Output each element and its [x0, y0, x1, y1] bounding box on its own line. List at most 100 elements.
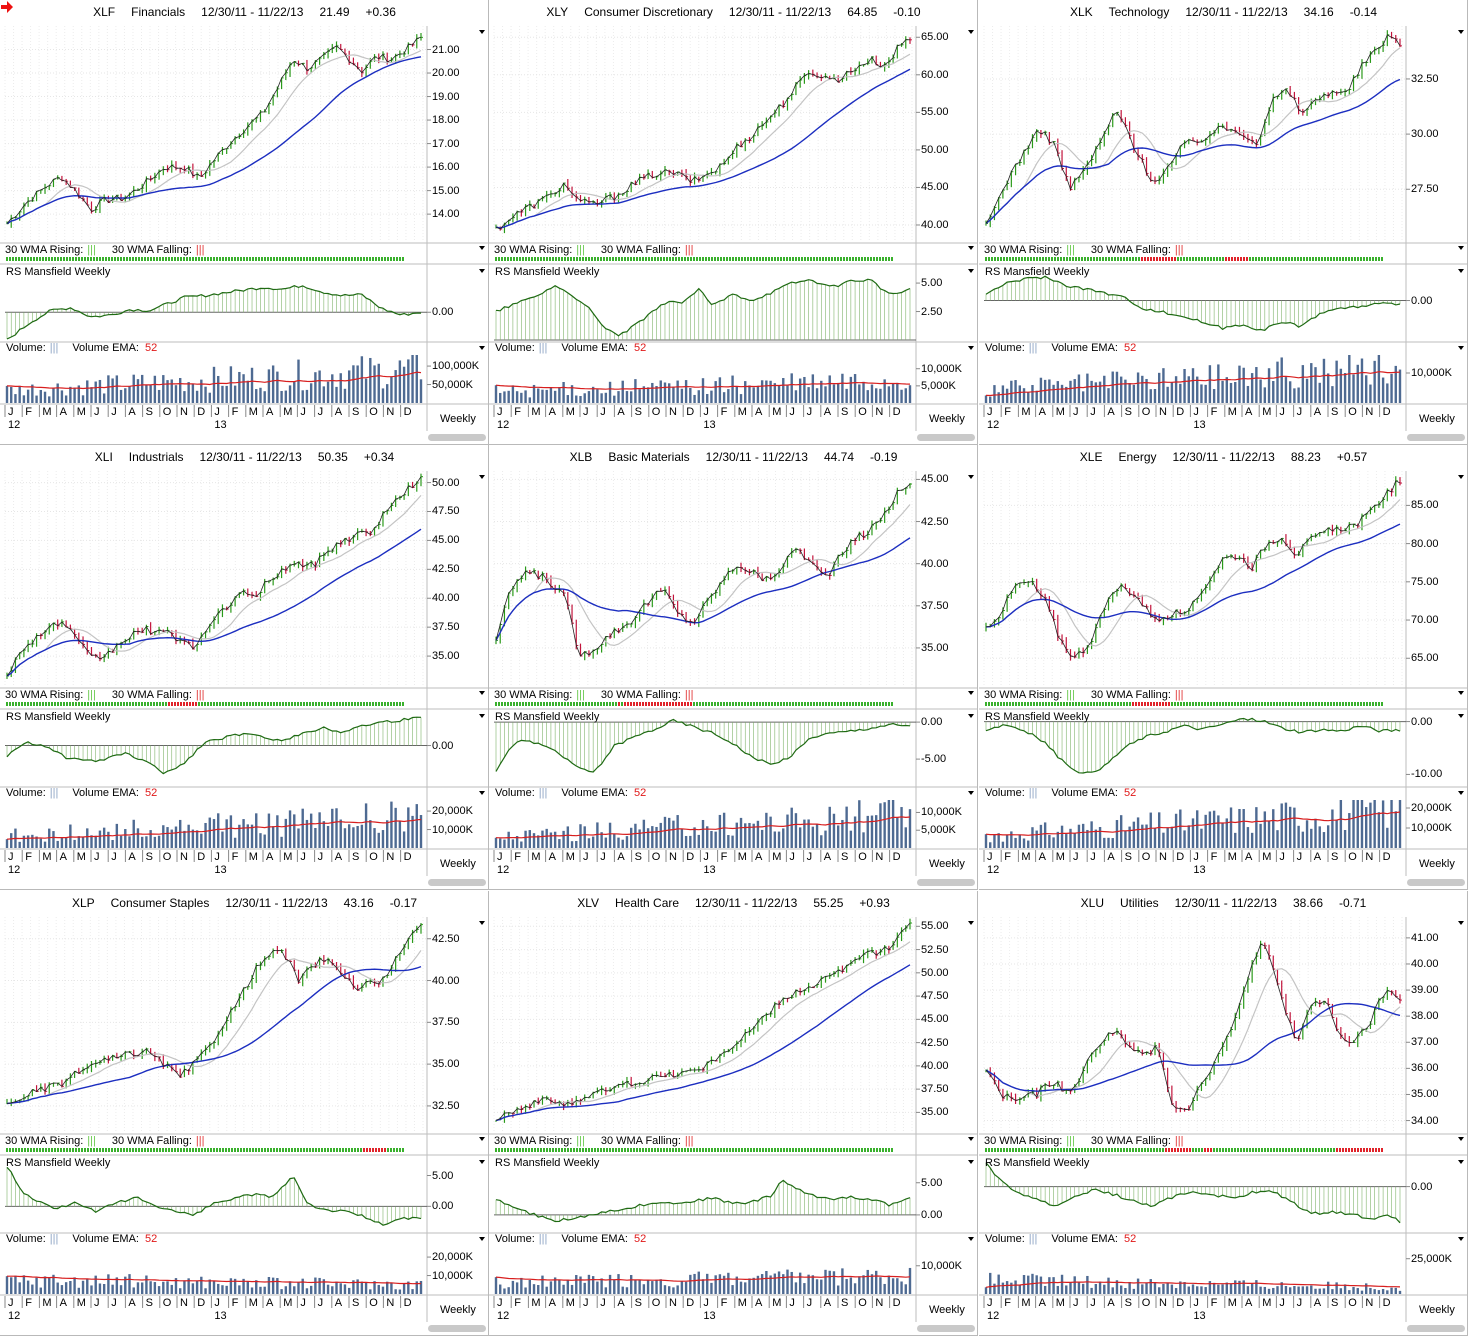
chevron-down-icon[interactable]	[1458, 791, 1464, 795]
chevron-down-icon[interactable]	[1458, 921, 1464, 925]
volume-tick-label: 10,000K	[921, 806, 962, 819]
chevron-down-icon[interactable]	[479, 246, 485, 250]
chevron-down-icon[interactable]	[1458, 1137, 1464, 1141]
price-tick-label: 36.00	[1411, 1062, 1439, 1075]
red-arrow-icon[interactable]	[0, 0, 14, 14]
month-label: J	[8, 851, 14, 863]
horizontal-scrollbar[interactable]	[428, 879, 486, 886]
price-bars	[985, 940, 1402, 1113]
volume-tick-label: 5,000K	[921, 379, 956, 392]
weekly-period-label[interactable]: Weekly	[1419, 413, 1455, 425]
weekly-period-label[interactable]: Weekly	[929, 858, 965, 870]
rs-legend: RS Mansfield Weekly	[495, 711, 600, 723]
volume-tick-label: 10,000K	[432, 1269, 473, 1282]
horizontal-scrollbar[interactable]	[1407, 434, 1465, 441]
weekly-period-label[interactable]: Weekly	[929, 413, 965, 425]
rs-histogram	[985, 276, 1401, 331]
month-label: N	[180, 851, 188, 863]
chevron-down-icon[interactable]	[968, 269, 974, 273]
horizontal-scrollbar[interactable]	[1407, 879, 1465, 886]
month-label: O	[858, 1297, 867, 1309]
weekly-period-label[interactable]: Weekly	[440, 1304, 476, 1316]
chevron-down-icon[interactable]	[968, 246, 974, 250]
last-price: 34.16	[1303, 5, 1334, 19]
weekly-period-label[interactable]: Weekly	[440, 413, 476, 425]
price-tick-label: 47.50	[432, 505, 460, 518]
month-label: M	[1227, 406, 1237, 418]
ticker: XLK	[1069, 5, 1093, 19]
chevron-down-icon[interactable]	[968, 1160, 974, 1164]
chevron-down-icon[interactable]	[479, 921, 485, 925]
chevron-down-icon[interactable]	[968, 714, 974, 718]
month-label: J	[300, 851, 306, 863]
close-line	[6, 924, 422, 1104]
chevron-down-icon[interactable]	[1458, 691, 1464, 695]
chevron-down-icon[interactable]	[968, 346, 974, 350]
chevron-down-icon[interactable]	[968, 1237, 974, 1241]
rs-line	[6, 1166, 422, 1226]
month-label: M	[1021, 406, 1031, 418]
month-label: J	[583, 406, 589, 418]
chevron-down-icon[interactable]	[1458, 1237, 1464, 1241]
chevron-down-icon[interactable]	[479, 475, 485, 479]
chevron-down-icon[interactable]	[479, 791, 485, 795]
chevron-down-icon[interactable]	[479, 714, 485, 718]
chart-panel-xlk: XLK Technology 12/30/11 - 11/22/13 34.16 -0.…	[979, 0, 1468, 445]
month-label: D	[197, 851, 206, 863]
chevron-down-icon[interactable]	[479, 346, 485, 350]
chevron-down-icon[interactable]	[479, 1237, 485, 1241]
chevron-down-icon[interactable]	[479, 691, 485, 695]
price-change: -0.71	[1339, 896, 1367, 910]
month-label: F	[25, 851, 32, 863]
weekly-period-label[interactable]: Weekly	[1419, 1304, 1455, 1316]
chevron-down-icon[interactable]	[479, 269, 485, 273]
chevron-down-icon[interactable]	[1458, 1160, 1464, 1164]
close-line	[985, 480, 1401, 658]
weekly-period-label[interactable]: Weekly	[440, 858, 476, 870]
chart-header: XLV Health Care 12/30/11 - 11/22/13 55.25 +0…	[489, 891, 977, 915]
chart-canvas	[0, 26, 488, 431]
volume-tick-label: 5,000K	[921, 824, 956, 837]
chevron-down-icon[interactable]	[1458, 269, 1464, 273]
year-label: 12	[987, 1310, 1000, 1322]
chevron-down-icon[interactable]	[968, 921, 974, 925]
chevron-down-icon[interactable]	[968, 475, 974, 479]
volume-label: Volume:	[6, 787, 46, 799]
volume-glyph: |||	[538, 787, 548, 799]
horizontal-scrollbar[interactable]	[428, 1325, 486, 1332]
chevron-down-icon[interactable]	[968, 1137, 974, 1141]
volume-legend: Volume: ||| Volume EMA: 52	[495, 342, 646, 355]
rs-legend: RS Mansfield Weekly	[495, 1157, 600, 1169]
month-label: F	[1004, 1297, 1011, 1309]
chevron-down-icon[interactable]	[968, 691, 974, 695]
chart-canvas	[0, 917, 488, 1322]
chevron-down-icon[interactable]	[1458, 30, 1464, 34]
wma-falling-label: 30 WMA Falling:	[600, 1135, 681, 1147]
weekly-period-label[interactable]: Weekly	[1419, 858, 1455, 870]
chevron-down-icon[interactable]	[479, 30, 485, 34]
month-label: S	[634, 406, 642, 418]
price-tick-label: 42.50	[921, 1036, 949, 1049]
horizontal-scrollbar[interactable]	[917, 434, 975, 441]
volume-ema-value: 52	[1123, 787, 1137, 799]
chevron-down-icon[interactable]	[1458, 246, 1464, 250]
rs-line	[495, 1179, 911, 1223]
weekly-period-label[interactable]: Weekly	[929, 1304, 965, 1316]
chevron-down-icon[interactable]	[1458, 475, 1464, 479]
month-label: J	[703, 851, 709, 863]
wma-falling-label: 30 WMA Falling:	[111, 689, 192, 701]
chevron-down-icon[interactable]	[1458, 346, 1464, 350]
price-tick-label: 34.00	[1411, 1114, 1439, 1127]
chevron-down-icon[interactable]	[479, 1137, 485, 1141]
chevron-down-icon[interactable]	[968, 30, 974, 34]
horizontal-scrollbar[interactable]	[917, 879, 975, 886]
horizontal-scrollbar[interactable]	[1407, 1325, 1465, 1332]
horizontal-scrollbar[interactable]	[917, 1325, 975, 1332]
chevron-down-icon[interactable]	[479, 1160, 485, 1164]
horizontal-scrollbar[interactable]	[428, 434, 486, 441]
price-tick-label: 47.50	[921, 990, 949, 1003]
chevron-down-icon[interactable]	[968, 791, 974, 795]
month-label: J	[806, 406, 813, 418]
chevron-down-icon[interactable]	[1458, 714, 1464, 718]
month-label: D	[403, 406, 412, 418]
